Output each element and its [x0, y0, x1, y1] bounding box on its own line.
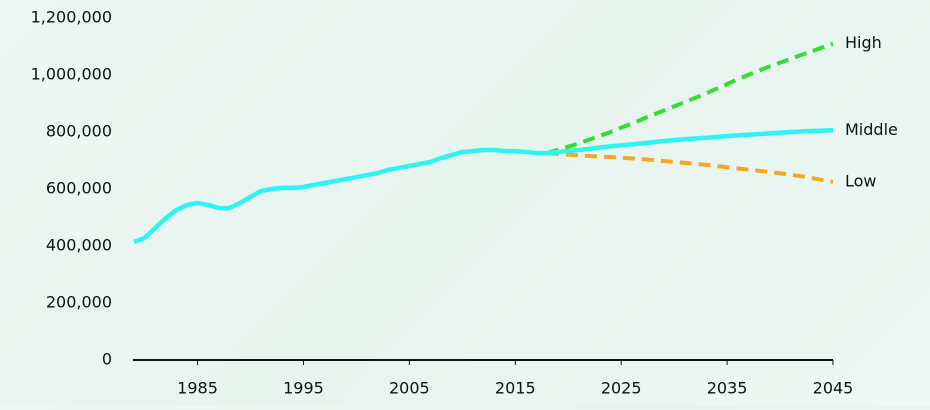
- y-tick-label: 1,000,000: [31, 65, 112, 84]
- x-tick-label: 1995: [283, 379, 324, 398]
- x-tick-label: 2045: [813, 379, 854, 398]
- series-label: Middle: [845, 120, 898, 139]
- series-line: [546, 41, 834, 156]
- x-tick-label: 2015: [495, 379, 536, 398]
- series-line: [546, 151, 834, 184]
- y-tick-label: 400,000: [46, 236, 112, 255]
- x-tick-label: 2035: [707, 379, 748, 398]
- x-tick-label: 2005: [389, 379, 430, 398]
- y-tick-label: 200,000: [46, 293, 112, 312]
- x-tick-label: 1985: [177, 379, 218, 398]
- series-label: Low: [845, 171, 877, 190]
- y-tick-label: 0: [102, 350, 112, 369]
- y-tick-label: 1,200,000: [31, 8, 112, 27]
- series-line: [133, 128, 834, 245]
- series-label: High: [845, 33, 882, 52]
- x-tick-label: 2025: [601, 379, 642, 398]
- y-tick-label: 600,000: [46, 179, 112, 198]
- y-tick-label: 800,000: [46, 122, 112, 141]
